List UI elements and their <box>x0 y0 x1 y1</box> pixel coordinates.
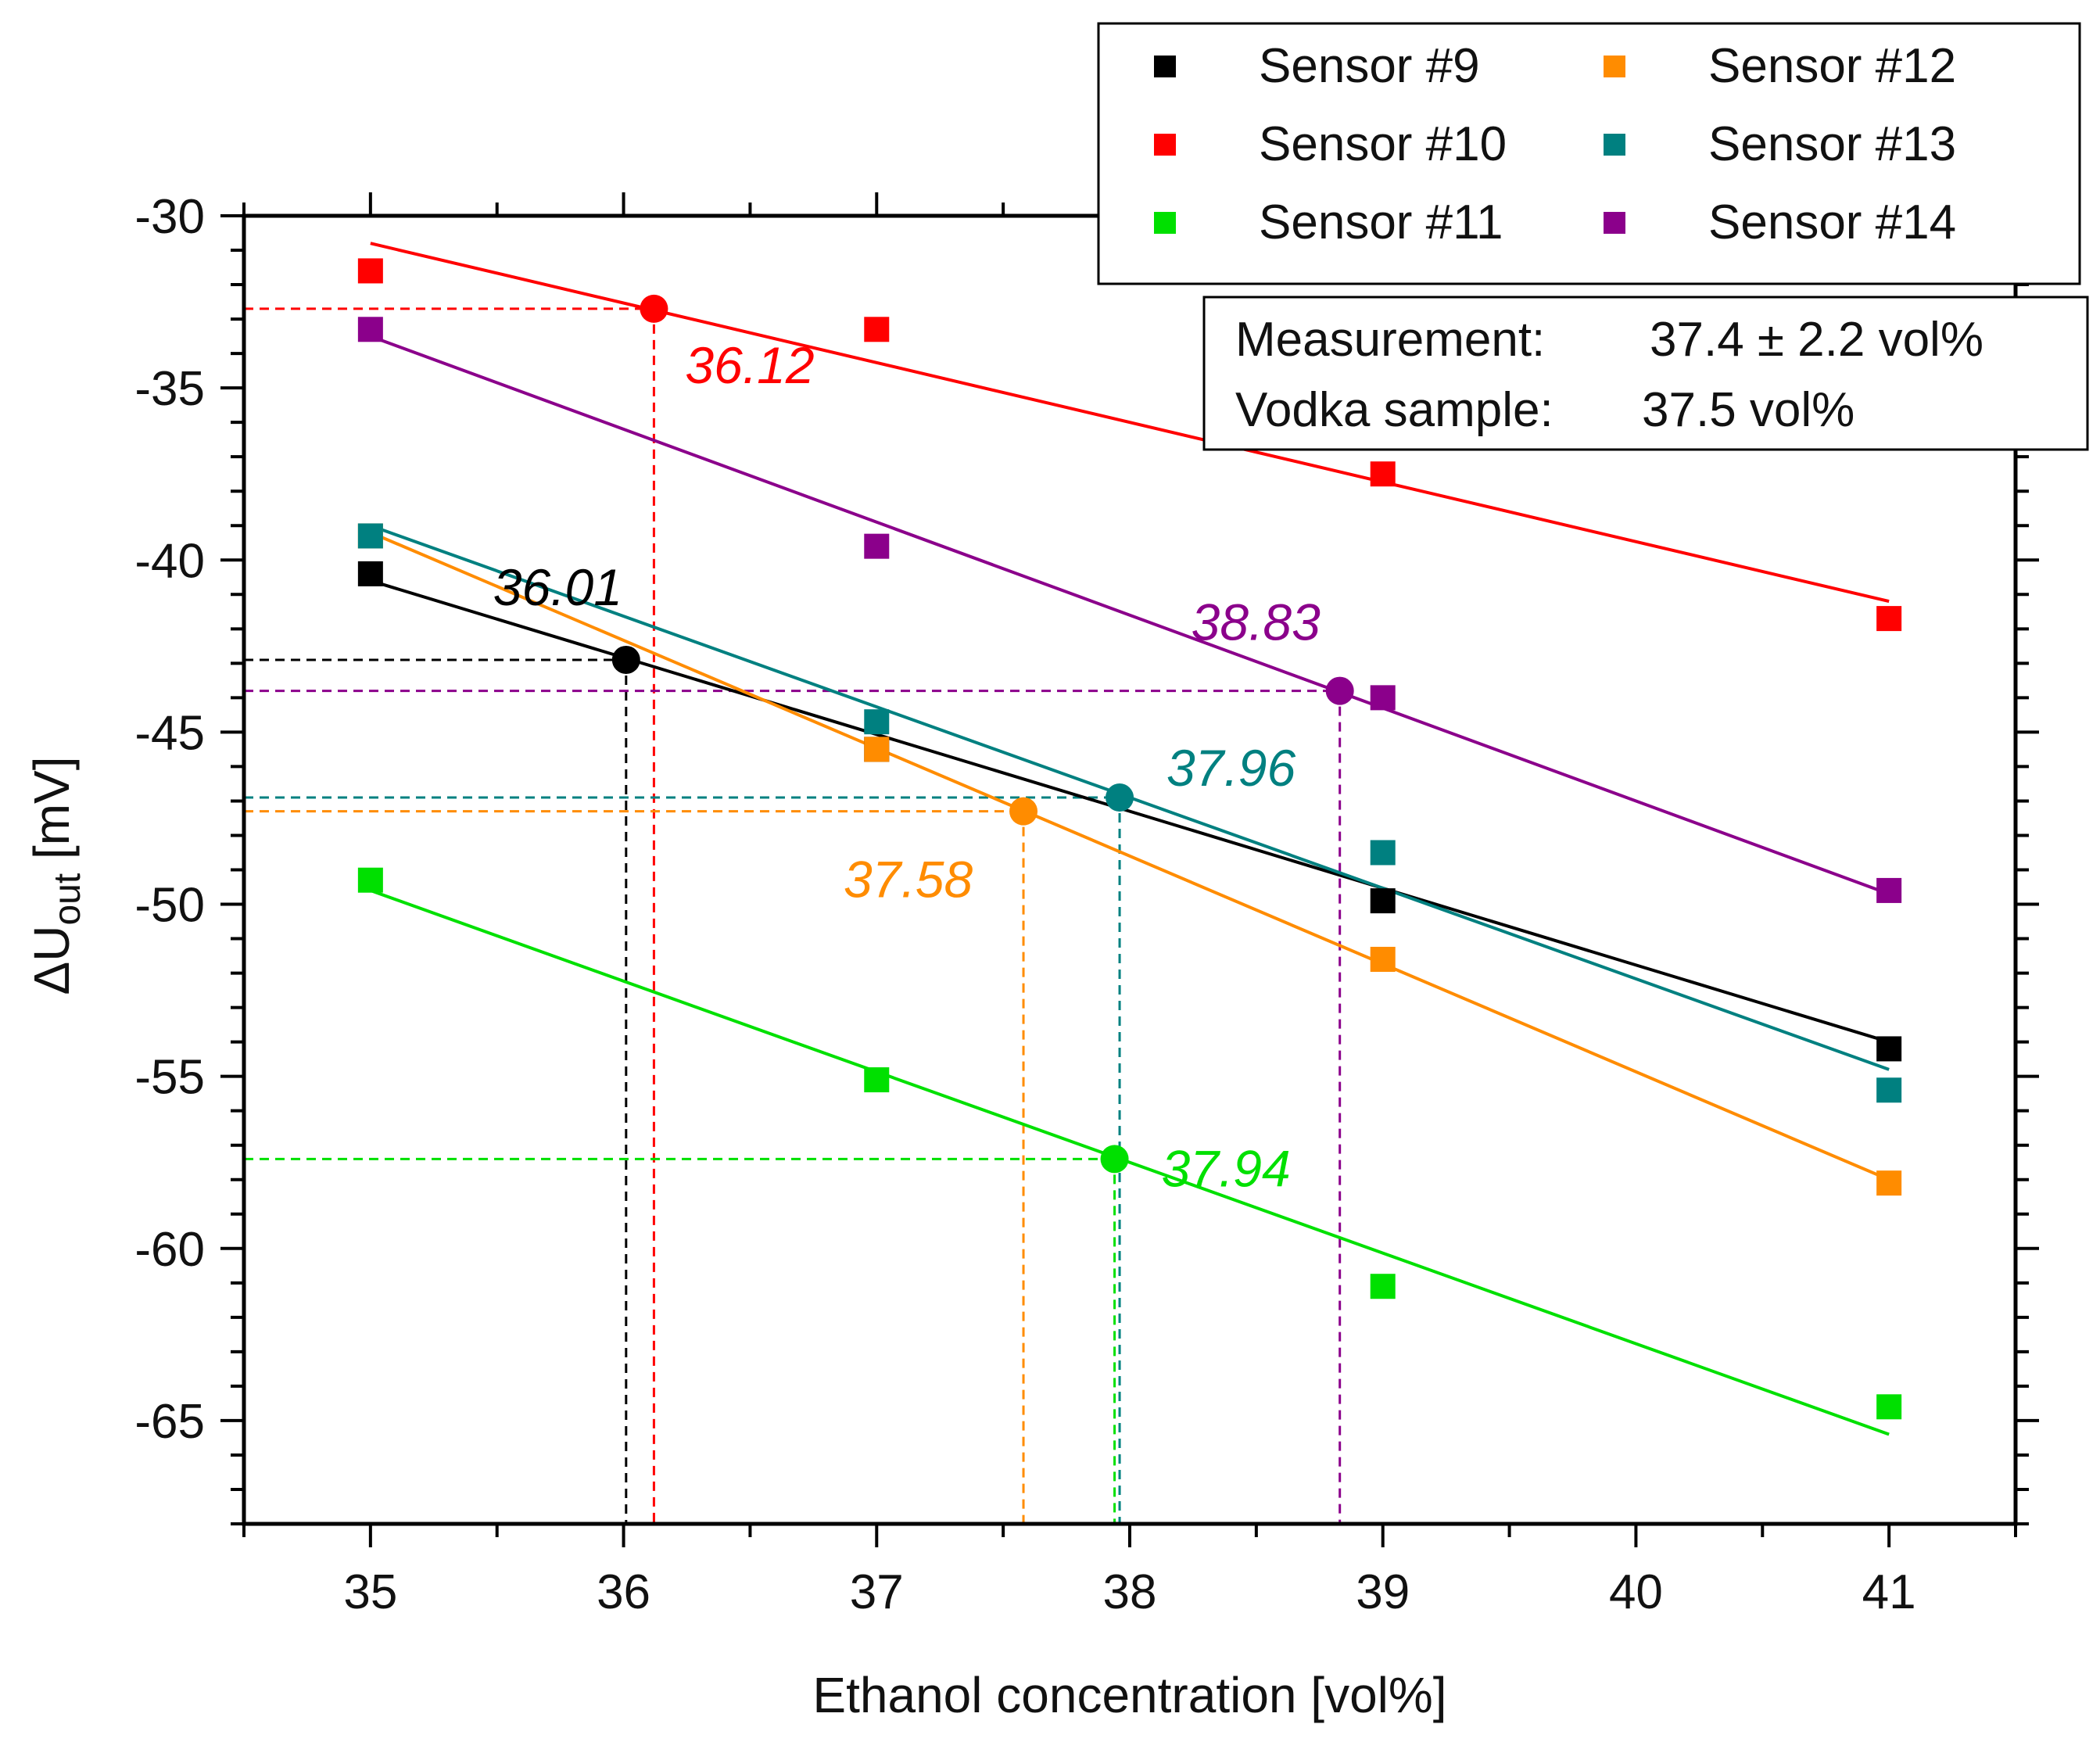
legend-label-sensor-10: Sensor #10 <box>1259 117 1507 171</box>
sensor-12-point <box>864 737 890 762</box>
legend-marker-sensor-12 <box>1604 56 1625 77</box>
y-tick-label: -55 <box>134 1051 205 1105</box>
sensor-13-estimate-label: 37.96 <box>1166 739 1295 797</box>
sample-value: 37.5 vol% <box>1642 383 1855 437</box>
sensor-14-point <box>1876 877 1902 903</box>
y-tick-label: -50 <box>134 879 205 933</box>
x-tick-label: 40 <box>1609 1565 1663 1619</box>
sensor-10-fit-line <box>370 242 1890 604</box>
sensor-9-point <box>357 561 383 586</box>
sensor-10-estimate-marker <box>640 294 668 323</box>
legend-marker-sensor-13 <box>1604 134 1625 156</box>
data-points <box>357 258 1902 1420</box>
x-axis-title: Ethanol concentration [vol%] <box>812 1667 1446 1723</box>
y-tick-label: -35 <box>134 362 205 416</box>
y-tick-label: -60 <box>134 1223 205 1277</box>
legend-marker-sensor-9 <box>1154 56 1176 77</box>
sensor-9-point <box>1876 1036 1902 1062</box>
sensor-11-estimate-label: 37.94 <box>1162 1139 1291 1197</box>
measurement-value: 37.4 ± 2.2 vol% <box>1650 313 1984 367</box>
x-tick-label: 35 <box>343 1565 397 1619</box>
sensor-12-point <box>1370 946 1396 972</box>
sensor-14-estimate-label: 38.83 <box>1192 593 1321 651</box>
sensor-13-point <box>357 523 383 549</box>
axes: 35 36 37 38 39 40 41 -30 -35 -40 -45 -50 -55 -60 -65 <box>134 190 2039 1619</box>
estimate-labels: 36.01 36.12 37.94 37.58 37.96 38.83 <box>493 336 1321 1197</box>
legend: Sensor #9 Sensor #10 Sensor #11 Sensor #12 S… <box>1097 22 2081 285</box>
sensor-10-point <box>1876 606 1902 632</box>
sensor-10-point <box>357 258 383 284</box>
x-tick-label: 36 <box>597 1565 650 1619</box>
legend-marker-sensor-14 <box>1604 212 1625 234</box>
info-box-frame <box>1202 296 2089 451</box>
legend-marker-sensor-10 <box>1154 134 1176 156</box>
legend-label-sensor-11: Sensor #11 <box>1259 195 1503 249</box>
y-tick-label: -30 <box>134 190 205 244</box>
legend-box <box>1097 22 2081 285</box>
sensor-13-estimate-marker <box>1106 783 1134 812</box>
legend-marker-sensor-11 <box>1154 212 1176 234</box>
x-tick-label: 37 <box>850 1565 904 1619</box>
sensor-12-estimate-label: 37.58 <box>844 851 973 909</box>
legend-label-sensor-12: Sensor #12 <box>1708 39 1956 93</box>
measurement-label: Measurement: <box>1235 313 1545 367</box>
x-tick-label: 39 <box>1356 1565 1410 1619</box>
sensor-11-point <box>357 867 383 893</box>
x-tick-label: 38 <box>1103 1565 1157 1619</box>
y-tick-label: -65 <box>134 1395 205 1449</box>
y-axis-title-sub: out <box>47 873 88 926</box>
sensor-12-point <box>1876 1170 1902 1196</box>
sensor-11-point <box>864 1067 890 1093</box>
sensor-11-estimate-marker <box>1100 1145 1129 1174</box>
sensor-12-estimate-marker <box>1009 797 1038 826</box>
x-tick-label: 41 <box>1862 1565 1916 1619</box>
y-tick-label: -40 <box>134 534 205 588</box>
sensor-9-estimate-label: 36.01 <box>493 558 622 616</box>
y-axis-title-main: ΔU <box>23 926 80 995</box>
sensor-10-estimate-label: 36.12 <box>685 336 814 394</box>
sensor-14-point <box>357 317 383 342</box>
legend-label-sensor-14: Sensor #14 <box>1708 195 1956 249</box>
y-axis-title: ΔUout [mV] <box>23 756 88 995</box>
sensor-14-point <box>864 533 890 559</box>
legend-label-sensor-13: Sensor #13 <box>1708 117 1956 171</box>
sensor-9-point <box>1370 888 1396 914</box>
sample-label: Vodka sample: <box>1235 383 1553 437</box>
sensor-13-point <box>1370 840 1396 866</box>
info-box: Measurement: 37.4 ± 2.2 vol% Vodka sampl… <box>1202 296 2089 451</box>
sensor-11-point <box>1876 1394 1902 1420</box>
y-tick-label: -45 <box>134 706 205 760</box>
sensor-14-fit-line <box>370 335 1890 896</box>
sensor-11-fit-line <box>370 889 1890 1436</box>
sensor-14-estimate-marker <box>1325 676 1354 705</box>
sensor-14-point <box>1370 685 1396 711</box>
sensor-10-point <box>1370 461 1396 487</box>
sensor-10-point <box>864 317 890 342</box>
legend-label-sensor-9: Sensor #9 <box>1259 39 1480 93</box>
sensor-11-point <box>1370 1274 1396 1299</box>
sensor-12-fit-line <box>370 531 1890 1181</box>
y-axis-title-unit: [mV] <box>23 756 80 873</box>
sensor-13-point <box>1876 1077 1902 1103</box>
sensor-9-estimate-marker <box>611 645 640 674</box>
sensor-13-point <box>864 709 890 735</box>
